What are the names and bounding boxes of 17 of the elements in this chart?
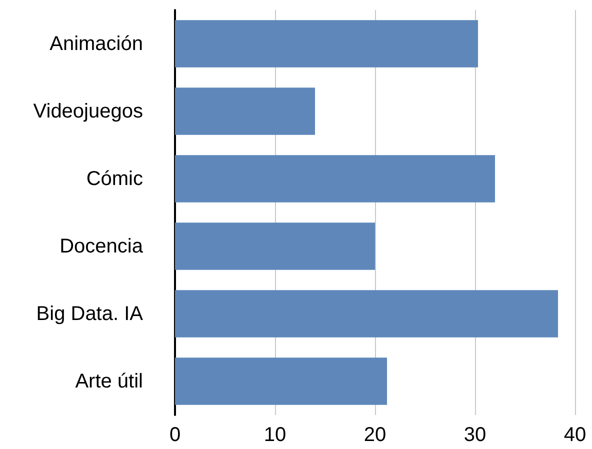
bar bbox=[175, 358, 387, 405]
bar bbox=[175, 290, 558, 338]
bar bbox=[175, 155, 495, 202]
y-tick-label: Big Data. IA bbox=[36, 302, 144, 325]
x-tick-label: 30 bbox=[464, 424, 486, 446]
y-tick-label: Videojuegos bbox=[33, 100, 143, 122]
y-tick-label: Docencia bbox=[60, 235, 144, 258]
y-tick-label: Arte útil bbox=[75, 370, 143, 392]
bar bbox=[175, 88, 315, 135]
x-tick-label: 20 bbox=[364, 424, 386, 446]
bar bbox=[175, 20, 478, 68]
y-tick-label: Animación bbox=[50, 32, 143, 55]
y-tick-label: Cómic bbox=[86, 168, 143, 190]
x-tick-label: 0 bbox=[169, 424, 181, 446]
x-tick-label: 40 bbox=[564, 424, 586, 446]
bar bbox=[175, 222, 375, 270]
x-tick-label: 10 bbox=[264, 424, 286, 446]
